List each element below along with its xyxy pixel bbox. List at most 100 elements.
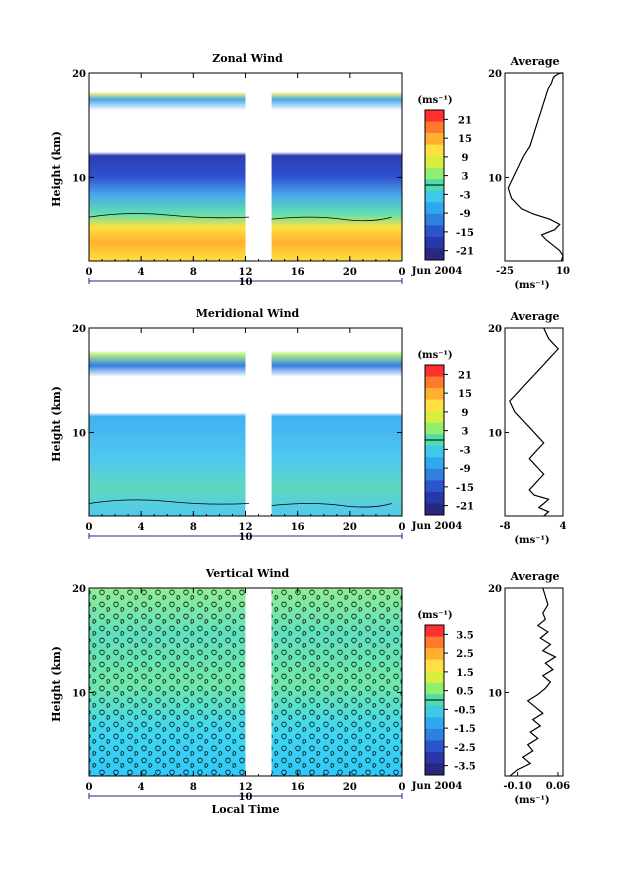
panel-title: Zonal Wind	[212, 52, 283, 65]
panel-zonal-wind: Zonal Wind 0 4 8 12 16 20 0 20 10 Height (km) Jun 2…	[50, 52, 570, 291]
colorbar-swatch	[425, 682, 444, 695]
colorbar-swatch	[425, 717, 444, 730]
average-y-tick-label: 10	[488, 428, 502, 439]
colorbar-tick-label: -3	[459, 445, 470, 456]
average-x-tick-label: 10	[556, 266, 570, 277]
x-tick-label: 4	[138, 267, 145, 278]
colorbar-swatch	[425, 625, 444, 638]
average-y-tick-label: 10	[488, 173, 502, 184]
x-axis-label: Local Time	[212, 803, 280, 816]
colorbar-swatch	[425, 503, 444, 516]
colorbar-tick-label: 3.5	[456, 630, 473, 641]
average-x-tick-label: -8	[499, 521, 510, 532]
average-x-label: (ms⁻¹)	[514, 280, 549, 291]
zero-contour	[88, 499, 392, 508]
average-title: Average	[509, 310, 559, 323]
average-x-tick-label: -25	[496, 266, 514, 277]
x-tick-label: 16	[291, 782, 305, 793]
colorbar-tick-label: 9	[462, 408, 469, 419]
x-tick-label: 16	[291, 522, 305, 533]
colorbar-swatch	[425, 202, 444, 215]
y-tick-label: 20	[72, 69, 86, 80]
average-title: Average	[509, 55, 559, 68]
colorbar-tick-label: -9	[459, 209, 470, 220]
colorbar-tick-label: -3.5	[454, 762, 476, 773]
colorbar-tick-label: 3	[462, 427, 469, 438]
average-x-tick-label: 4	[560, 521, 567, 532]
colorbar-swatch	[425, 388, 444, 401]
average-x-tick-label: -0.10	[503, 781, 532, 792]
colorbar-tick-label: 21	[458, 370, 472, 381]
colorbar-tick-label: 0.5	[456, 687, 473, 698]
average-profile-line	[509, 327, 560, 517]
colorbar-swatch	[425, 445, 444, 458]
x-tick-label: 8	[190, 267, 197, 278]
panel-title: Meridional Wind	[196, 307, 300, 320]
x-tick-label: 0	[86, 267, 93, 278]
x-tick-label: 16	[291, 267, 305, 278]
average-x-label: (ms⁻¹)	[514, 535, 549, 546]
x-tick-label: 4	[138, 522, 145, 533]
colorbar-swatch	[425, 190, 444, 203]
colorbar-swatch	[425, 648, 444, 661]
average-y-tick-label: 20	[488, 69, 502, 80]
average-title: Average	[509, 570, 559, 583]
colorbar-swatch	[425, 144, 444, 157]
colorbar-tick-label: 9	[462, 153, 469, 164]
x-tick-label: 0	[86, 782, 93, 793]
x-tick-label: 20	[343, 522, 357, 533]
colorbar-tick-label: -9	[459, 464, 470, 475]
data-gap	[245, 588, 272, 776]
colorbar-tick-label: -3	[459, 190, 470, 201]
average-profile-line	[509, 587, 557, 777]
colorbar-swatch	[425, 740, 444, 753]
y-tick-label: 20	[72, 584, 86, 595]
average-frame	[504, 587, 564, 777]
panel-title: Vertical Wind	[205, 567, 290, 580]
colorbar-swatch	[425, 213, 444, 226]
colorbar-tick-label: -15	[456, 228, 474, 239]
colorbar-swatch	[425, 468, 444, 481]
x-tick-label: 12	[239, 522, 253, 533]
colorbar-swatch	[425, 225, 444, 238]
colorbar-swatch	[425, 636, 444, 649]
colorbar-tick-label: -21	[456, 247, 474, 258]
colorbar-unit: (ms⁻¹)	[417, 95, 452, 106]
day-label: 10	[239, 532, 253, 543]
colorbar-tick-label: 1.5	[456, 668, 473, 679]
colorbar-swatch	[425, 411, 444, 424]
x-tick-label: 20	[343, 782, 357, 793]
data-gap	[245, 73, 272, 261]
y-tick-label: 20	[72, 324, 86, 335]
panel-meridional-wind: Meridional Wind 0 4 8 12 16 20 0 20 10 Height (km)…	[50, 307, 567, 546]
average-profile-line	[507, 72, 564, 262]
average-y-tick-label: 20	[488, 584, 502, 595]
x-tick-label: 8	[190, 782, 197, 793]
colorbar-unit: (ms⁻¹)	[417, 610, 452, 621]
day-label: 10	[239, 792, 253, 803]
y-tick-label: 10	[72, 428, 86, 439]
colorbar-tick-label: -15	[456, 483, 474, 494]
colorbar-swatch	[425, 399, 444, 412]
colorbar-swatch	[425, 167, 444, 180]
panel-vertical-wind: Vertical Wind 0 4 8 12 16 20 0 20 10 Height (km) Ju…	[50, 567, 570, 816]
zero-contour	[88, 213, 392, 222]
colorbar-tick-label: 15	[458, 389, 472, 400]
x-tick-label: 12	[239, 782, 253, 793]
x-tick-label: 20	[343, 267, 357, 278]
colorbar-swatch	[425, 705, 444, 718]
x-tick-label: 12	[239, 267, 253, 278]
colorbar-tick-label: 3	[462, 172, 469, 183]
colorbar-swatch	[425, 491, 444, 504]
colorbar-swatch	[425, 659, 444, 672]
colorbar-swatch	[425, 236, 444, 249]
colorbar-tick-label: 2.5	[456, 649, 473, 660]
colorbar-tick-label: -2.5	[454, 743, 476, 754]
colorbar-swatch	[425, 376, 444, 389]
colorbar-tick-label: -0.5	[454, 705, 476, 716]
colorbar-tick-label: -1.5	[454, 724, 476, 735]
colorbar-swatch	[425, 133, 444, 146]
colorbar-swatch	[425, 671, 444, 684]
colorbar-swatch	[425, 480, 444, 493]
